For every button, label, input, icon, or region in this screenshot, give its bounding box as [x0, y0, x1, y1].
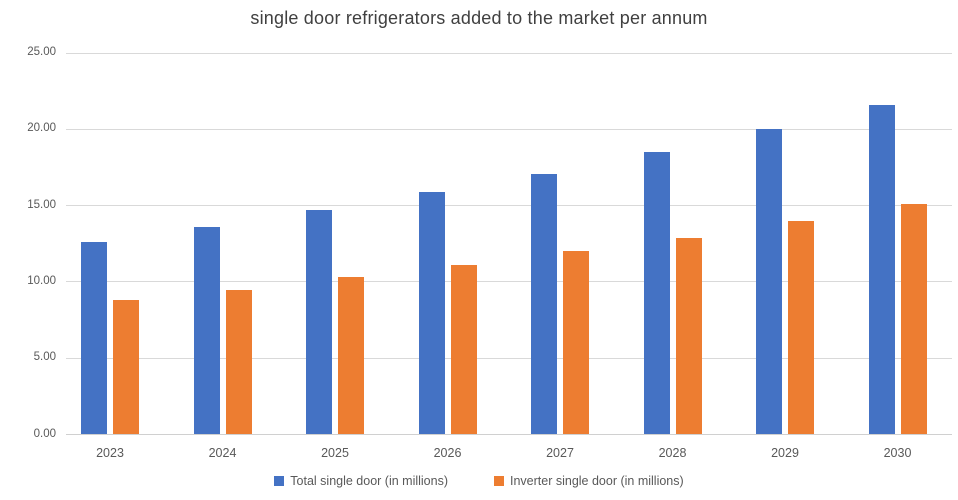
bar-total-2026: [418, 191, 445, 435]
x-axis-category-label: 2029: [771, 446, 799, 460]
legend: Total single door (in millions) Inverter …: [0, 474, 958, 488]
bar-total-2029: [756, 129, 782, 435]
legend-marker-icon: [494, 476, 504, 486]
bar-inverter-2024: [225, 289, 252, 435]
bar-total-2023: [81, 242, 107, 435]
x-axis-category-label: 2028: [658, 446, 687, 460]
x-axis-category-label: 2027: [546, 446, 574, 460]
gridline: [66, 357, 952, 359]
bar-inverter-2027: [563, 251, 589, 435]
y-axis-tick-label: 0.00: [33, 427, 56, 440]
bar-inverter-2023: [113, 300, 139, 435]
legend-item-label: Inverter single door (in millions): [510, 474, 684, 488]
chart-title: single door refrigerators added to the m…: [250, 8, 708, 28]
bar-total-2027: [531, 173, 557, 435]
bar-total-2030: [868, 104, 895, 435]
legend-marker-icon: [274, 476, 285, 486]
bar-inverter-2029: [788, 220, 814, 435]
bar-inverter-2026: [450, 265, 477, 435]
gridline: [66, 128, 952, 130]
x-axis-category-label: 2030: [883, 446, 912, 460]
x-axis-line: [66, 434, 952, 435]
bar-inverter-2025: [338, 277, 364, 435]
y-axis-tick-label: 25.00: [27, 46, 56, 58]
y-axis-tick-label: 10.00: [27, 274, 56, 287]
x-axis-category-label: 2023: [96, 446, 124, 460]
y-axis-tick-label: 5.00: [33, 351, 56, 364]
bar-total-2028: [643, 152, 670, 435]
gridline: [66, 281, 952, 283]
legend-item-total: Total single door (in millions): [274, 474, 448, 488]
bar-total-2025: [306, 210, 332, 435]
gridline: [66, 52, 952, 54]
y-axis-tick-label: 15.00: [27, 198, 56, 211]
bar-inverter-2030: [900, 204, 927, 435]
bar-inverter-2028: [675, 237, 702, 435]
bar-total-2024: [193, 226, 220, 435]
legend-item-inverter: Inverter single door (in millions): [494, 474, 684, 488]
gridline: [66, 205, 952, 207]
x-axis-category-label: 2026: [433, 446, 462, 460]
legend-item-label: Total single door (in millions): [290, 474, 448, 488]
y-axis-tick-label: 20.00: [27, 122, 56, 135]
x-axis-category-label: 2024: [208, 446, 237, 460]
x-axis-category-label: 2025: [321, 446, 349, 460]
